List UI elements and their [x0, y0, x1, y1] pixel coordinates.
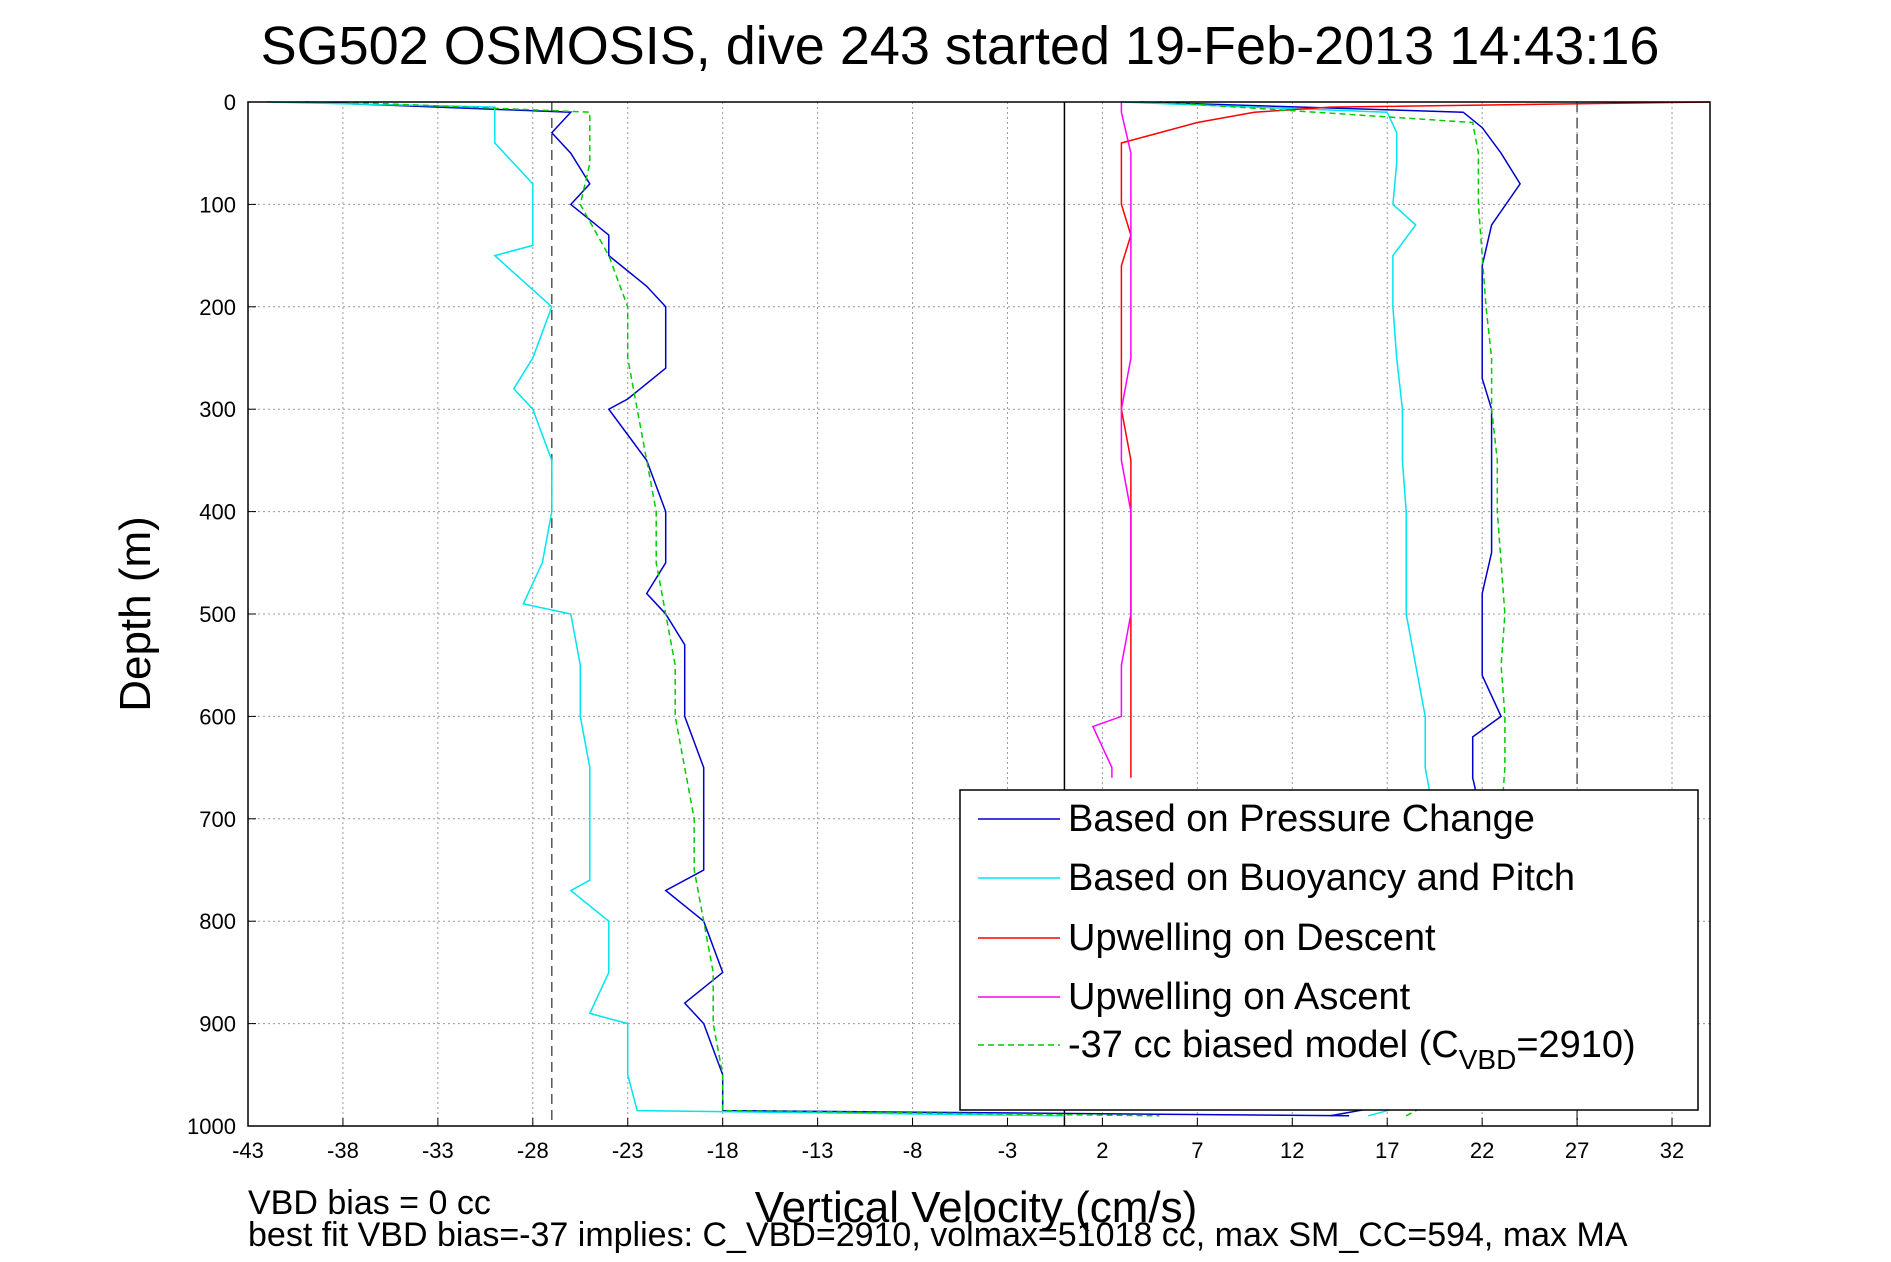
y-axis-title: Depth (m): [111, 516, 160, 712]
x-tick-label: -8: [903, 1138, 923, 1163]
series-line-3: [1120, 101, 1711, 778]
x-tick-label: 2: [1096, 1138, 1108, 1163]
legend-label: Based on Buoyancy and Pitch: [1068, 857, 1575, 899]
y-tick-label: 0: [224, 90, 236, 115]
y-axis-ticks: 0 100 200 300 400 500 600 700 800 900 1000: [187, 90, 256, 1139]
series-line-5: [342, 101, 1160, 1117]
x-tick-label: 17: [1375, 1138, 1399, 1163]
x-tick-label: 12: [1280, 1138, 1304, 1163]
x-tick-label: 32: [1660, 1138, 1684, 1163]
y-tick-label: 600: [199, 704, 236, 729]
footer-line-1: VBD bias = 0 cc: [248, 1184, 491, 1222]
y-tick-label: 300: [199, 397, 236, 422]
legend-box: [959, 789, 1699, 1111]
legend-label-subscript: VBD: [1459, 1044, 1517, 1075]
legend-label: Upwelling on Ascent: [1068, 976, 1411, 1018]
y-tick-label: 200: [199, 295, 236, 320]
x-tick-label: 27: [1565, 1138, 1589, 1163]
x-tick-label: -13: [802, 1138, 834, 1163]
x-tick-label: -3: [998, 1138, 1018, 1163]
y-tick-label: 900: [199, 1012, 236, 1037]
y-tick-label: 500: [199, 602, 236, 627]
x-axis-ticks: -43 -38 -33 -28 -23 -18 -13 -8 -3 2 7 12 17 22 27 32: [232, 1118, 1684, 1163]
series-line-4: [1091, 102, 1132, 778]
series-line-2: [266, 101, 1065, 1117]
y-tick-label: 100: [199, 192, 236, 217]
x-tick-label: 22: [1470, 1138, 1494, 1163]
x-tick-label: -43: [232, 1138, 264, 1163]
legend-label: Upwelling on Descent: [1068, 917, 1436, 959]
x-tick-label: -28: [517, 1138, 549, 1163]
x-tick-label: 7: [1191, 1138, 1203, 1163]
y-tick-label: 400: [199, 500, 236, 525]
y-tick-label: 1000: [187, 1114, 236, 1139]
legend: Based on Pressure Change Based on Buoyanc…: [959, 789, 1699, 1111]
y-tick-label: 700: [199, 807, 236, 832]
chart-title: SG502 OSMOSIS, dive 243 started 19-Feb-2…: [261, 16, 1660, 76]
x-tick-label: -23: [612, 1138, 644, 1163]
footer-line-2: best fit VBD bias=-37 implies: C_VBD=291…: [248, 1216, 1628, 1254]
legend-label: Based on Pressure Change: [1068, 798, 1535, 840]
x-tick-label: -33: [422, 1138, 454, 1163]
y-tick-label: 800: [199, 909, 236, 934]
series-line-1: [304, 101, 1350, 1117]
legend-label-suffix: =2910): [1516, 1024, 1635, 1066]
x-tick-label: -38: [327, 1138, 359, 1163]
x-tick-label: -18: [707, 1138, 739, 1163]
x-axis-title: Vertical Velocity (cm/s): [755, 1183, 1198, 1232]
